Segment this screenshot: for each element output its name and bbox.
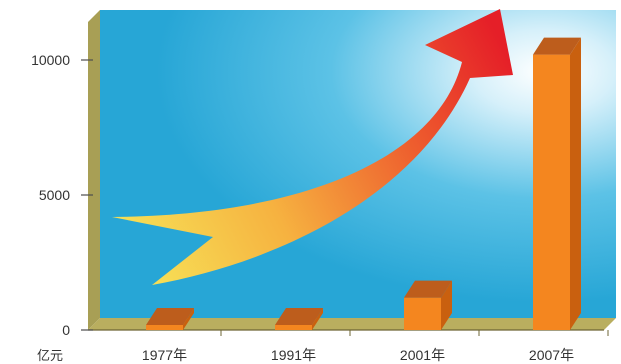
bar-2001年: [404, 280, 452, 330]
left-wall: [88, 10, 100, 330]
bar-side: [183, 308, 194, 330]
growth-arrow: [112, 9, 513, 285]
bar-side: [441, 280, 452, 330]
bar-side: [312, 308, 323, 330]
bar-top: [404, 280, 452, 298]
y-tick-label: 5000: [39, 187, 70, 203]
y-tick-label: 0: [62, 322, 70, 338]
y-unit-label: 亿元: [37, 348, 63, 363]
bar-front: [146, 325, 183, 330]
bar-1977年: [146, 308, 194, 330]
x-tick-label: 2007年: [529, 347, 574, 363]
bars: [146, 37, 581, 330]
y-tick-label: 10000: [31, 52, 70, 68]
bar-front: [275, 325, 312, 330]
y-axis: 0 5000 10000: [31, 52, 93, 338]
bar-top: [275, 308, 323, 325]
x-tick-label: 2001年: [400, 347, 445, 363]
floor: [88, 318, 616, 330]
bar-2007年: [533, 37, 581, 330]
x-tick-label: 1977年: [142, 347, 187, 363]
bar-front: [533, 54, 570, 330]
bar-1991年: [275, 308, 323, 330]
x-axis: 1977年 1991年 2001年 2007年: [142, 330, 609, 363]
x-tick-label: 1991年: [271, 347, 316, 363]
bar-side: [570, 37, 581, 330]
bar-top: [146, 308, 194, 325]
bar-front: [404, 297, 441, 330]
bar-top: [533, 37, 581, 55]
